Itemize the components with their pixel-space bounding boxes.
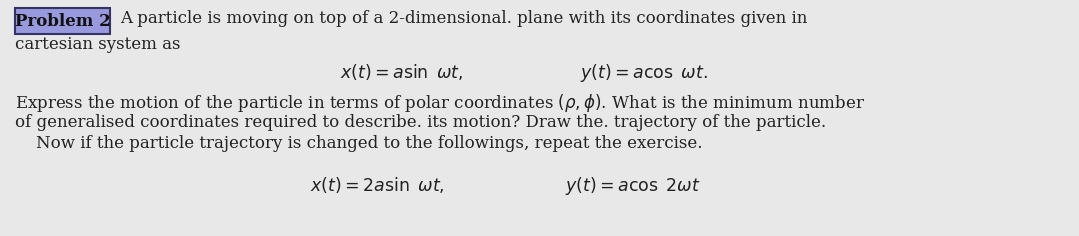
Text: $y(t) = a\cos\ \omega t.$: $y(t) = a\cos\ \omega t.$ — [581, 62, 708, 84]
Text: Express the motion of the particle in terms of polar coordinates $(\rho, \phi)$.: Express the motion of the particle in te… — [15, 92, 865, 114]
Text: cartesian system as: cartesian system as — [15, 36, 180, 53]
Text: $y(t) = a\cos\ 2\omega t$: $y(t) = a\cos\ 2\omega t$ — [565, 175, 700, 197]
Text: $x(t) = a\sin\ \omega t,$: $x(t) = a\sin\ \omega t,$ — [340, 62, 464, 82]
Text: $x(t) = 2a\sin\ \omega t,$: $x(t) = 2a\sin\ \omega t,$ — [310, 175, 445, 195]
Text: Now if the particle trajectory is changed to the followings, repeat the exercise: Now if the particle trajectory is change… — [15, 135, 702, 152]
FancyBboxPatch shape — [15, 8, 110, 34]
Text: Problem 2: Problem 2 — [15, 13, 110, 30]
Text: of generalised coordinates required to describe. its motion? Draw the. trajector: of generalised coordinates required to d… — [15, 114, 827, 131]
Text: A particle is moving on top of a 2-dimensional. plane with its coordinates given: A particle is moving on top of a 2-dimen… — [120, 10, 807, 27]
